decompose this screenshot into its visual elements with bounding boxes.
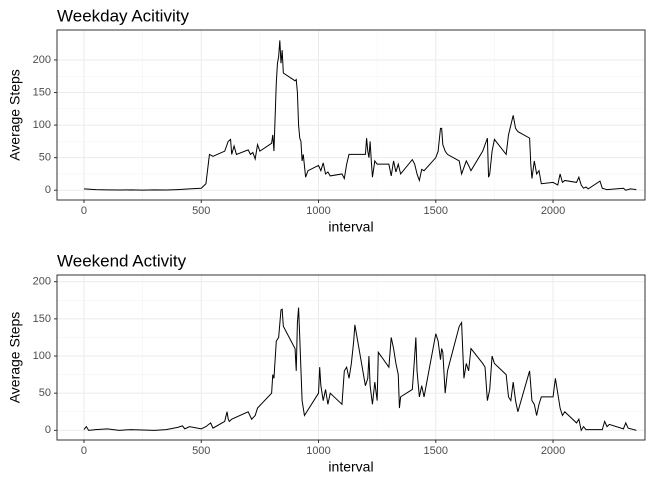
y-tick-label: 0 — [45, 184, 51, 196]
x-tick-label: 2000 — [541, 445, 565, 457]
y-tick-label: 100 — [33, 119, 51, 131]
x-tick-label: 0 — [81, 445, 87, 457]
chart-title: Weekday Acitivity — [57, 6, 189, 25]
y-tick-label: 150 — [33, 313, 51, 325]
x-axis-label: interval — [328, 219, 373, 235]
x-tick-label: 1500 — [424, 445, 448, 457]
data-line — [83, 307, 637, 432]
y-tick-label: 200 — [33, 54, 51, 66]
x-tick-label: 1500 — [424, 205, 448, 217]
y-tick-label: 50 — [39, 387, 51, 399]
x-tick-label: 1000 — [306, 205, 330, 217]
panel-border — [56, 274, 646, 441]
y-tick-label: 0 — [45, 424, 51, 436]
x-tick-label: 0 — [81, 205, 87, 217]
y-tick-label: 100 — [33, 350, 51, 362]
x-axis-label: interval — [328, 459, 373, 475]
y-tick-label: 50 — [39, 152, 51, 164]
y-tick-label: 200 — [33, 276, 51, 288]
x-tick-label: 2000 — [541, 205, 565, 217]
x-tick-label: 500 — [192, 205, 210, 217]
y-axis-label: Average Steps — [7, 69, 23, 161]
panel-border — [56, 29, 646, 201]
y-tick-label: 150 — [33, 86, 51, 98]
y-axis-label: Average Steps — [7, 312, 23, 404]
chart-title: Weekend Activity — [57, 251, 187, 270]
data-line — [83, 40, 637, 191]
x-tick-label: 1000 — [306, 445, 330, 457]
x-tick-label: 500 — [192, 445, 210, 457]
